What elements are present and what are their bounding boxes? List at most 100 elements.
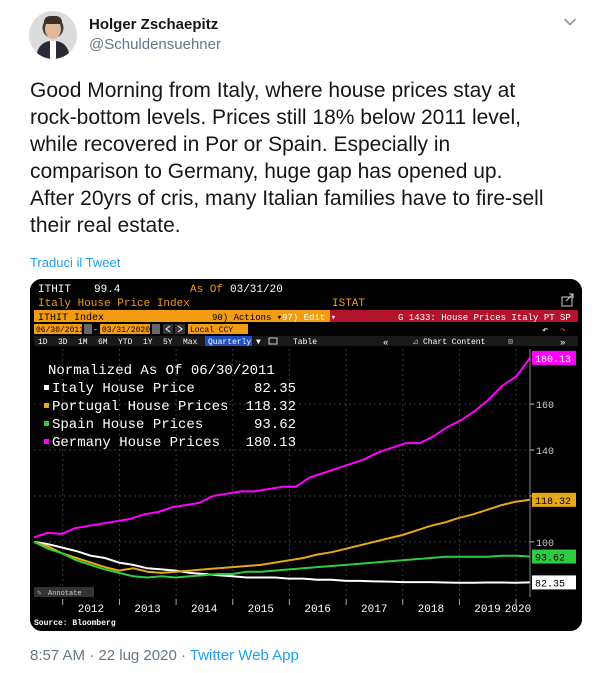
currency-select[interactable]	[188, 324, 248, 334]
series-line	[33, 540, 531, 584]
tweet-text-line: while recovered in Por or Spain. Especia…	[30, 133, 451, 156]
date-to-field[interactable]	[100, 324, 150, 334]
x-axis-band	[30, 599, 582, 619]
author-handle[interactable]: @Schuldensuehner	[89, 36, 221, 53]
settings-icon[interactable]: ⊠	[508, 338, 513, 347]
legend-swatch	[44, 403, 49, 408]
chart-content-button[interactable]: Chart Content	[423, 338, 485, 347]
last-value-label: 93.62	[535, 554, 565, 565]
page-title-bar	[330, 310, 578, 322]
bloomberg-chart: ITHIT 99.4 As Of 03/31/20 Italy House Pr…	[30, 279, 582, 631]
legend-label: Italy House Price	[52, 381, 195, 397]
annotate-icon: ✎	[37, 589, 42, 598]
svg-text:↶: ↶	[542, 326, 548, 337]
source-code: ISTAT	[332, 298, 365, 310]
collapse-icon[interactable]: «	[383, 338, 388, 348]
x-axis: 2012 2013 2014 2015 2016 2017 2018 2019 2020	[30, 599, 582, 619]
last-value-label: 180.13	[535, 355, 571, 366]
next-arrow-icon[interactable]	[175, 324, 185, 334]
period-toolbar	[34, 336, 578, 346]
table-icon	[268, 337, 278, 345]
tweet-date[interactable]: 22 lug 2020	[98, 647, 177, 664]
x-tick-label: 2014	[191, 604, 218, 616]
translate-tweet-link[interactable]: Traduci il Tweet	[30, 255, 121, 270]
annotate-label: Annotate	[48, 590, 82, 598]
frequency-select[interactable]	[205, 336, 252, 346]
period-button: 1D	[38, 338, 48, 347]
zoom-tools-icon[interactable]: ↶ ↷	[542, 326, 566, 337]
ticker-label: ITHIT	[38, 284, 71, 296]
chart-image[interactable]: ITHIT 99.4 As Of 03/31/20 Italy House Pr…	[30, 279, 582, 631]
last-value-badge	[532, 492, 576, 507]
tweet-text-line: After 20yrs of cris, many Italian famili…	[30, 187, 544, 210]
tweet-text: Good Morning from Italy, where house pri…	[30, 77, 575, 239]
expand-icon[interactable]: »	[560, 338, 565, 348]
chart-title: Normalized As Of 06/30/2011	[48, 363, 275, 379]
date-from-field[interactable]	[34, 324, 82, 334]
avatar-hair	[44, 16, 62, 24]
meta-separator: ·	[180, 647, 186, 664]
date-separator: -	[93, 326, 98, 335]
tweet-text-line: Good Morning from Italy, where house pri…	[30, 79, 516, 102]
edit-menu[interactable]: 97) Edit ▾	[282, 313, 336, 323]
author-name[interactable]: Holger Zschaepitz	[89, 16, 219, 33]
prev-arrow-icon[interactable]	[163, 324, 173, 334]
y-tick-label: 160	[536, 401, 554, 412]
period-button: 1Y	[143, 338, 153, 347]
table-button[interactable]: Table	[293, 338, 317, 347]
annotate-button[interactable]	[34, 587, 94, 597]
x-tick-label: 2017	[361, 604, 387, 616]
last-value-label: 82.35	[535, 579, 565, 590]
period-button: 6M	[98, 338, 108, 347]
x-tick-label: 2016	[304, 604, 330, 616]
x-tick-label: 2018	[418, 604, 444, 616]
tweet-source-app[interactable]: Twitter Web App	[189, 647, 299, 664]
series-line	[33, 357, 531, 539]
calendar-from-icon[interactable]	[84, 324, 92, 334]
security-bar[interactable]	[34, 310, 330, 322]
tweet-text-line: their real estate.	[30, 214, 181, 237]
legend-value: 118.32	[246, 399, 296, 415]
next-arrow-glyph	[177, 325, 183, 333]
last-value-label: 118.32	[535, 497, 571, 508]
last-value-labels: 82.35 118.32 93.62 180.13	[532, 350, 576, 590]
period-buttons: 1D 3D 1M 6M YTD 1Y 5Y Max	[38, 338, 198, 347]
author-avatar[interactable]	[29, 11, 77, 59]
legend-label: Portugal House Prices	[52, 399, 228, 415]
series-line	[33, 498, 531, 574]
period-button: YTD	[118, 338, 133, 347]
y-tick-label: 140	[536, 447, 554, 458]
ticker-value: 99.4	[94, 284, 121, 296]
tweet-text-line: rock-bottom levels. Prices still 18% bel…	[30, 106, 521, 129]
x-tick-label: 2019	[474, 604, 500, 616]
as-of-date: 03/31/20	[230, 284, 283, 296]
x-tick-label: 2013	[134, 604, 160, 616]
currency-label: Local CCY	[190, 326, 233, 335]
index-name: Italy House Price Index	[38, 298, 190, 310]
svg-text:↷: ↷	[560, 326, 566, 337]
page-title: G 1433: House Prices Italy PT SP	[398, 313, 571, 323]
x-tick-label: 2012	[78, 604, 104, 616]
legend-label: Spain House Prices	[52, 417, 203, 433]
prev-arrow-glyph	[165, 325, 171, 333]
date-to: 03/31/2020	[102, 326, 150, 335]
source-label: Source: Bloomberg	[34, 619, 116, 628]
date-from: 06/30/2011	[36, 326, 84, 335]
x-tick-label: 2015	[248, 604, 274, 616]
tweet-meta: 8:57 AM · 22 lug 2020 · Twitter Web App	[30, 647, 299, 664]
tweet-time[interactable]: 8:57 AM	[30, 647, 86, 664]
export-icon[interactable]	[561, 293, 574, 307]
chart-legend: Italy House Price 82.35 Portugal House Pri…	[44, 381, 296, 451]
chart-grid	[34, 349, 530, 597]
period-button: 5Y	[163, 338, 173, 347]
tweet-text-line: comparison to Germany, huge gap has open…	[30, 160, 503, 183]
x-tick-label: 2020	[505, 604, 531, 616]
chevron-down-icon[interactable]	[562, 14, 578, 30]
chart-series	[33, 357, 531, 584]
as-of-label: As Of	[190, 284, 223, 296]
legend-value: 93.62	[254, 417, 296, 433]
actions-menu[interactable]: 90) Actions ▾	[212, 313, 282, 323]
calendar-to-icon[interactable]	[152, 324, 160, 334]
legend-label: Germany House Prices	[52, 435, 220, 451]
